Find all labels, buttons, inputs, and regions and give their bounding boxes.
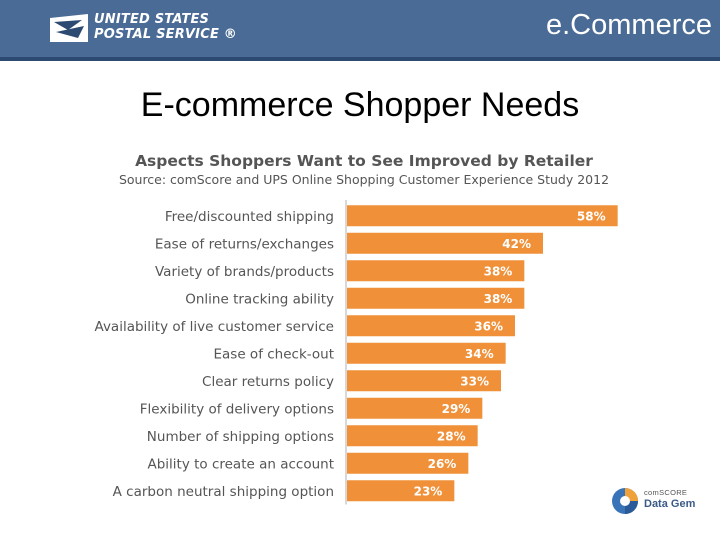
value-label: 34% xyxy=(465,347,494,361)
logo-line-1: UNITED STATES xyxy=(94,12,210,27)
comscore-brand: comSCORE xyxy=(644,488,688,497)
category-label: Number of shipping options xyxy=(147,429,334,445)
bar xyxy=(347,452,469,474)
value-label: 28% xyxy=(437,429,466,443)
section-title: e.Commerce xyxy=(546,9,712,41)
category-label: Online tracking ability xyxy=(185,291,334,307)
comscore-product: Data Gem xyxy=(644,498,696,510)
chart-subtitle: Source: comScore and UPS Online Shopping… xyxy=(118,172,610,187)
bar xyxy=(347,260,525,282)
category-label: Availability of live customer service xyxy=(95,319,335,335)
category-label: Free/discounted shipping xyxy=(165,209,334,225)
bar xyxy=(347,315,515,337)
category-label: Ease of check-out xyxy=(214,346,335,362)
bar xyxy=(347,205,618,227)
comscore-logo: comSCORE Data Gem xyxy=(610,484,710,520)
category-label: Ability to create an account xyxy=(147,456,334,472)
page-title: E-commerce Shopper Needs xyxy=(140,86,580,124)
bar xyxy=(347,480,455,502)
category-label: Ease of returns/exchanges xyxy=(155,236,334,252)
value-label: 38% xyxy=(484,264,513,278)
usps-logo: UNITED STATES POSTAL SERVICE ® xyxy=(48,12,237,44)
eagle-logo-icon xyxy=(50,14,88,42)
category-label: Variety of brands/products xyxy=(155,264,334,280)
value-label: 38% xyxy=(484,292,513,306)
value-label: 26% xyxy=(428,457,457,471)
category-label: A carbon neutral shipping option xyxy=(113,484,334,500)
value-label: 36% xyxy=(474,319,503,333)
comscore-gem-icon xyxy=(612,488,638,514)
value-label: 23% xyxy=(414,484,443,498)
category-label: Clear returns policy xyxy=(202,374,334,390)
bar xyxy=(347,425,478,447)
bar xyxy=(347,370,501,392)
bar xyxy=(347,397,483,419)
header-bar xyxy=(0,0,720,57)
bar xyxy=(347,287,525,309)
value-label: 29% xyxy=(442,402,471,416)
bar xyxy=(347,342,506,364)
value-label: 42% xyxy=(502,237,531,251)
header-divider xyxy=(0,57,720,61)
chart-title: Aspects Shoppers Want to See Improved by… xyxy=(135,152,593,170)
category-label: Flexibility of delivery options xyxy=(140,401,334,417)
bar xyxy=(347,232,543,254)
logo-line-2: POSTAL SERVICE ® xyxy=(94,27,237,42)
value-label: 33% xyxy=(460,374,489,388)
value-label: 58% xyxy=(577,209,606,223)
